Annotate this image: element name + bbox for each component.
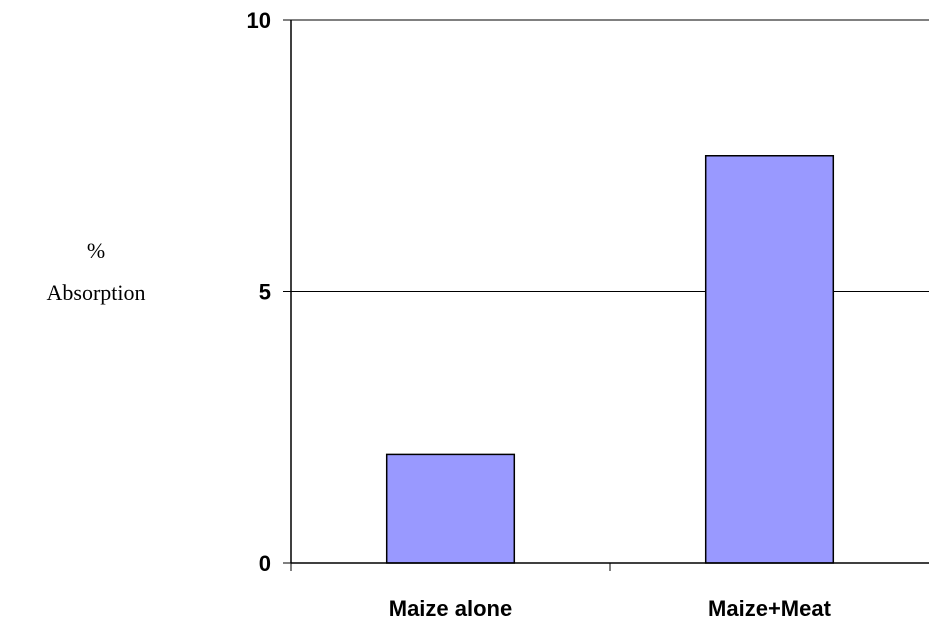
y-tick-label: 10 xyxy=(247,8,271,33)
x-tick-labels: Maize alone Maize+Meat xyxy=(389,596,832,621)
y-tick-label: 0 xyxy=(259,551,271,576)
y-axis-label-line-1: % xyxy=(87,238,105,263)
bar-maize-meat xyxy=(704,155,835,564)
y-tick-label: 5 xyxy=(259,280,271,305)
x-tick-label: Maize alone xyxy=(389,596,512,621)
y-axis-label: % Absorption xyxy=(47,238,146,305)
y-tick-labels: 0 5 10 xyxy=(247,8,271,576)
bar-maize-alone xyxy=(385,453,516,564)
bars xyxy=(385,155,835,564)
axes xyxy=(283,19,929,571)
y-axis-label-line-2: Absorption xyxy=(47,280,146,305)
x-tick-label: Maize+Meat xyxy=(708,596,832,621)
